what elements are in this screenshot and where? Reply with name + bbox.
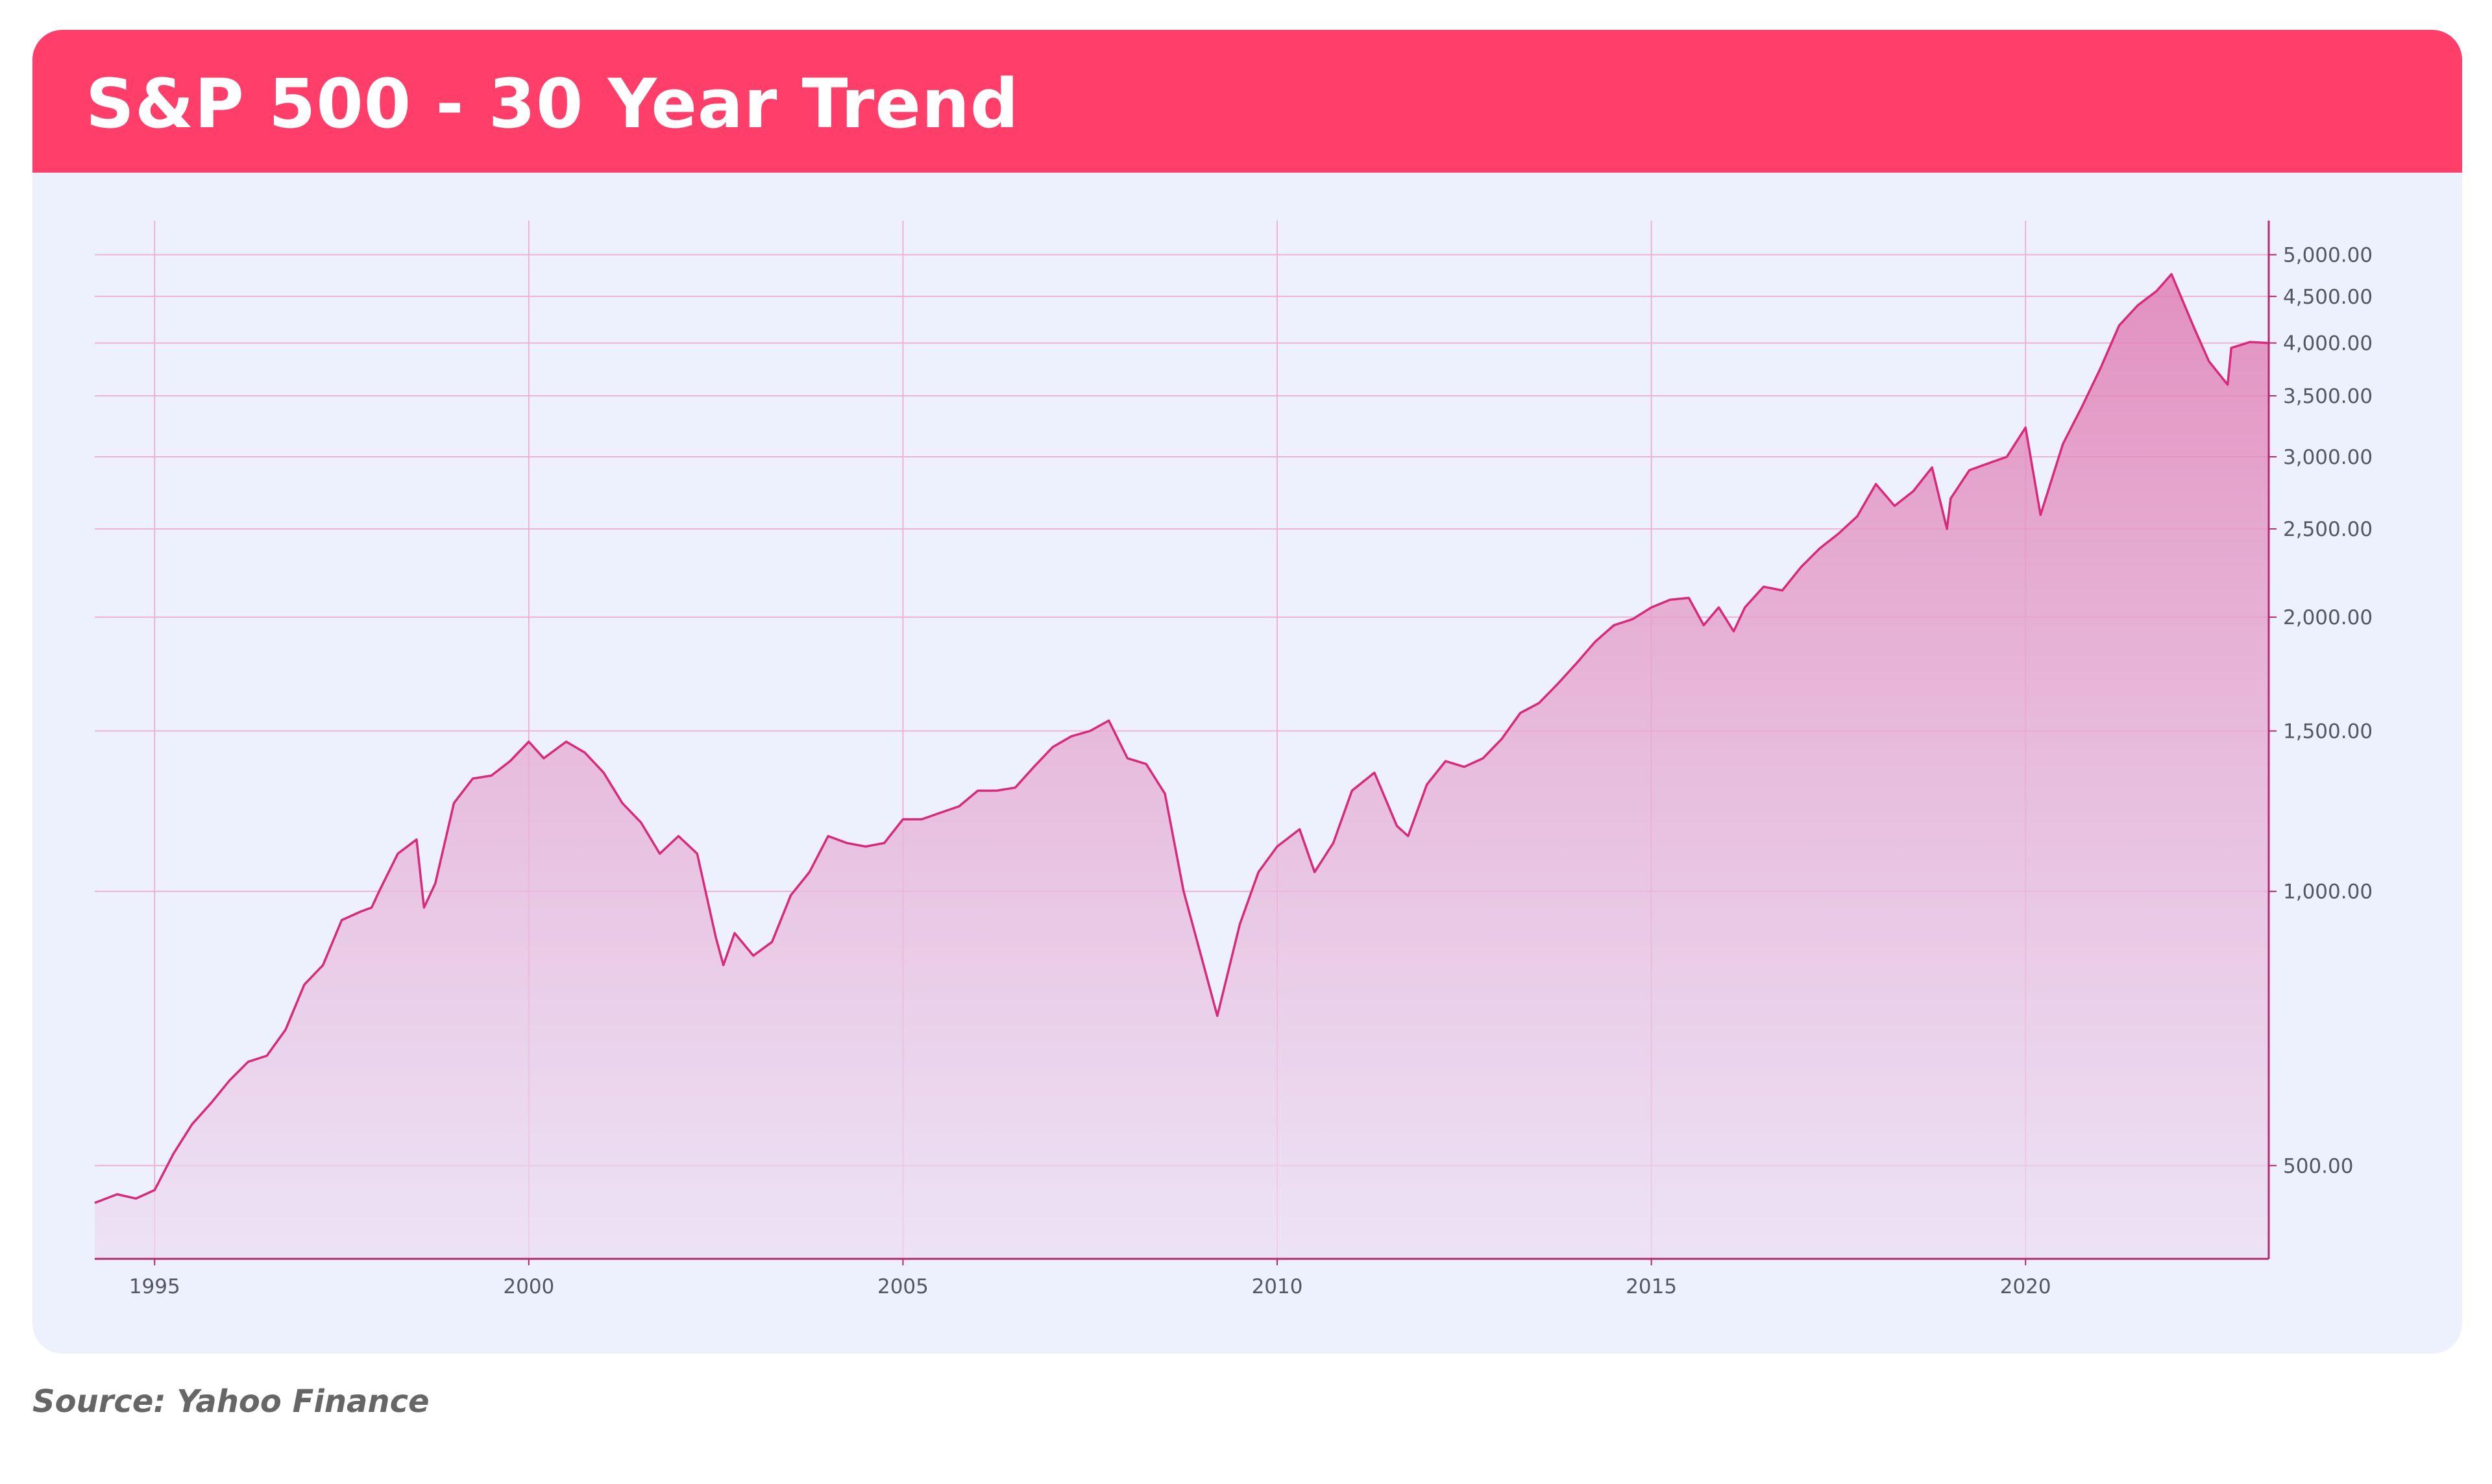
- source-note: Source: Yahoo Finance: [32, 1383, 430, 1420]
- y-tick-label: 4,000.00: [2283, 332, 2373, 356]
- x-tick-label: 2020: [2000, 1275, 2051, 1298]
- area-fill: [95, 274, 2269, 1259]
- series-line: [94, 273, 2269, 1204]
- y-tick-label: 4,500.00: [2283, 286, 2373, 309]
- y-tick-label: 500.00: [2283, 1154, 2353, 1178]
- y-tick-label: 5,000.00: [2283, 244, 2373, 267]
- card-header: S&P 500 - 30 Year Trend: [32, 30, 2462, 173]
- y-tick-label: 3,000.00: [2283, 446, 2373, 469]
- y-tick-label: 3,500.00: [2283, 385, 2373, 408]
- x-tick-label: 2010: [1252, 1275, 1303, 1298]
- x-tick-label: 2005: [877, 1275, 929, 1298]
- x-tick-label: 1995: [129, 1275, 180, 1298]
- y-tick-label: 2,500.00: [2283, 518, 2373, 541]
- x-tick-label: 2000: [503, 1275, 554, 1298]
- y-tick-label: 1,000.00: [2283, 881, 2373, 904]
- chart-title: S&P 500 - 30 Year Trend: [86, 64, 1020, 143]
- y-tick-label: 1,500.00: [2283, 720, 2373, 744]
- x-tick-label: 2015: [1626, 1275, 1677, 1298]
- y-tick-label: 2,000.00: [2283, 606, 2373, 629]
